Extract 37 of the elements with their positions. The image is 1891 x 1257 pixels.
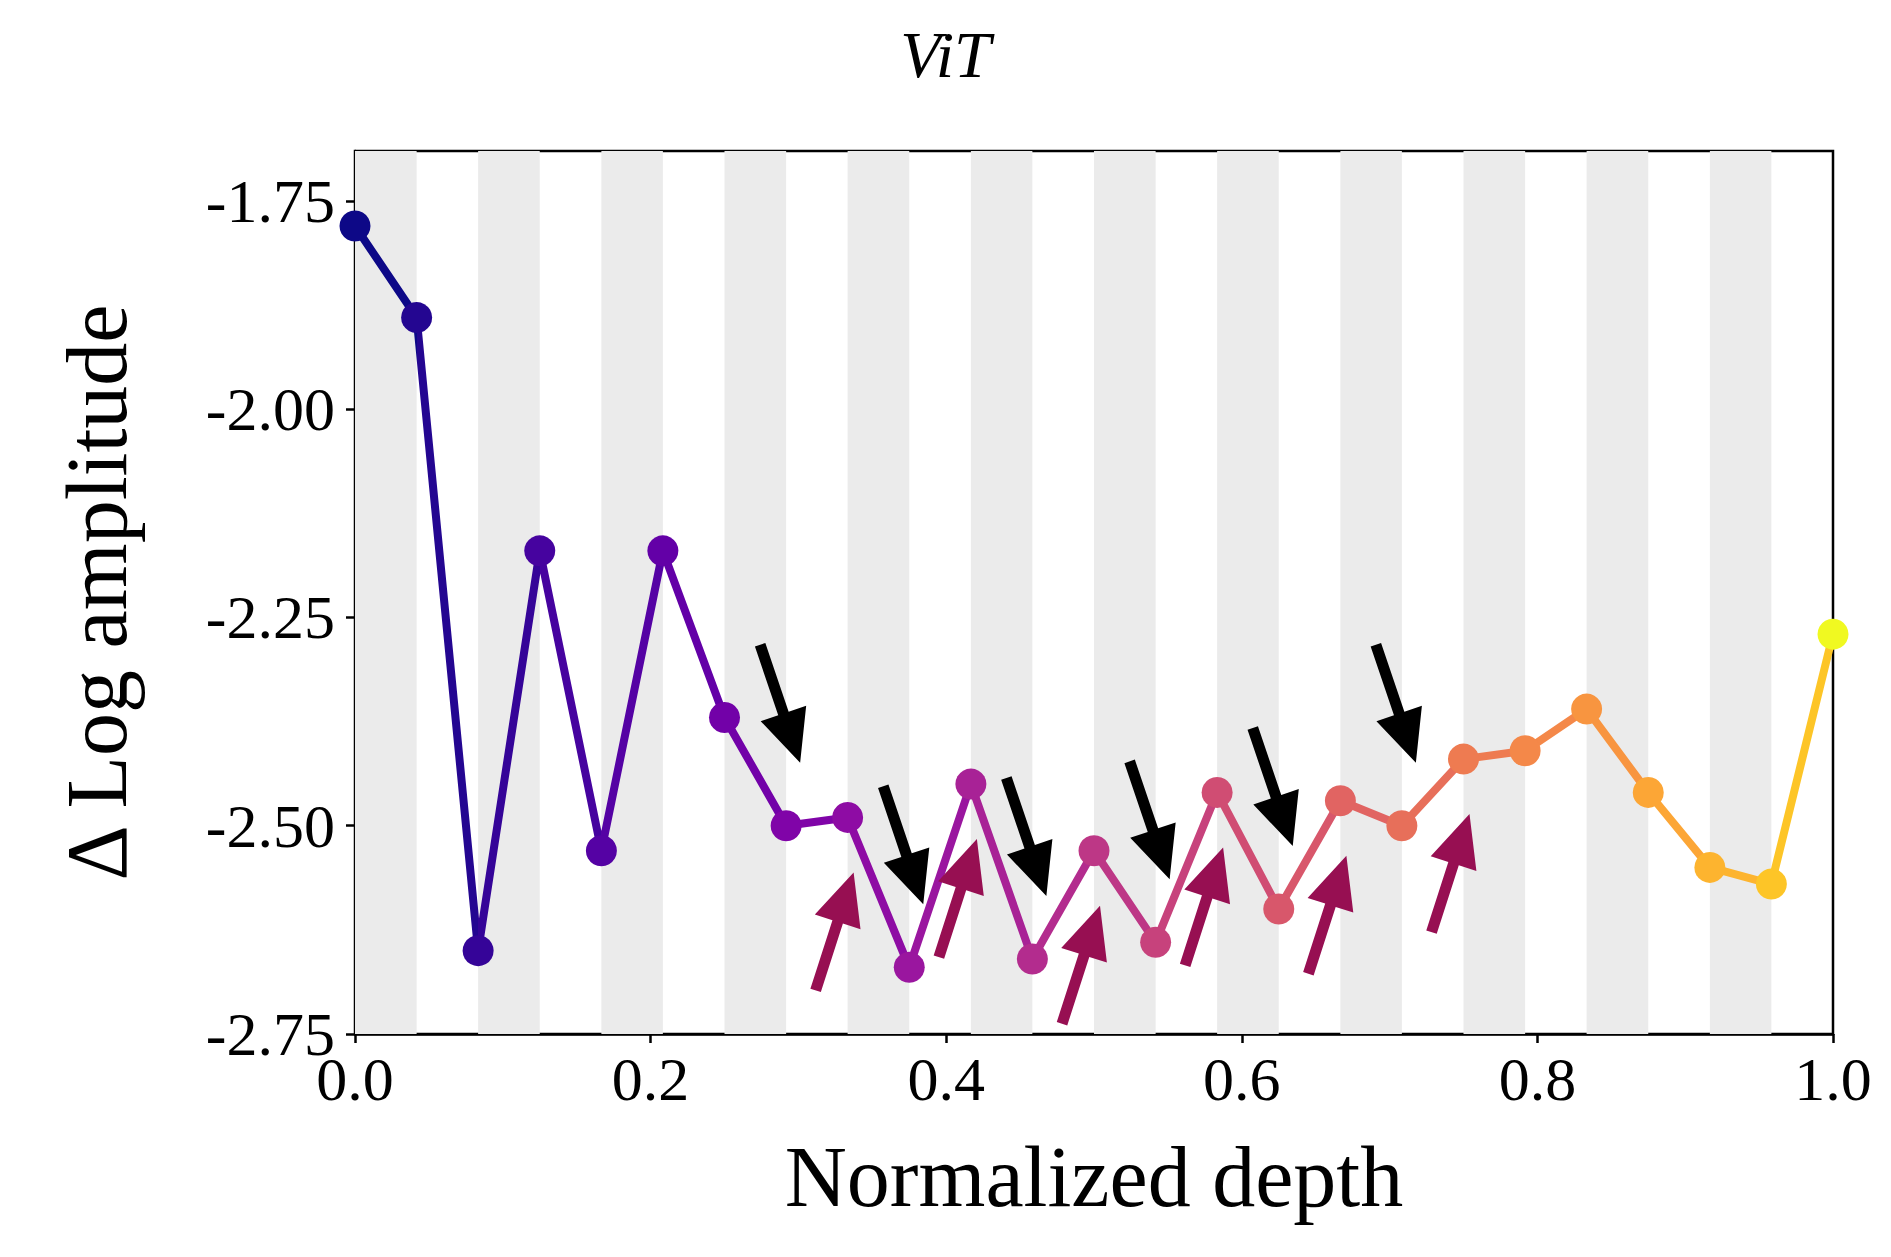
point	[524, 535, 556, 567]
point	[1263, 893, 1295, 925]
point	[585, 835, 617, 867]
point	[1078, 835, 1110, 867]
point	[1817, 618, 1849, 650]
y-tick-label: -2.00	[205, 375, 335, 444]
point	[1016, 943, 1048, 975]
point	[1386, 810, 1418, 842]
point	[1632, 776, 1664, 808]
point	[832, 801, 864, 833]
point	[770, 810, 802, 842]
point	[339, 210, 371, 242]
x-tick-label: 0.8	[1498, 1045, 1577, 1113]
point	[647, 535, 679, 567]
y-tick-label: -2.50	[205, 791, 335, 860]
point	[1448, 743, 1479, 775]
point	[1140, 926, 1172, 958]
x-axis-title: Normalized depth	[784, 1129, 1404, 1225]
y-tick-label: -2.25	[205, 583, 335, 652]
x-tick-label: 1.0	[1794, 1045, 1872, 1113]
y-axis-title: Δ Log amplitude	[49, 304, 145, 881]
y-tick-label: -1.75	[205, 166, 335, 235]
point	[462, 935, 494, 967]
x-tick-label: 0.6	[1203, 1045, 1281, 1113]
point	[1509, 735, 1541, 767]
point	[1571, 693, 1603, 725]
x-tick-label: 0.2	[611, 1045, 690, 1113]
point	[955, 768, 987, 800]
point	[401, 302, 433, 334]
point	[893, 951, 925, 983]
point	[1694, 851, 1726, 883]
point	[709, 701, 740, 733]
point	[1324, 785, 1356, 817]
chart-title: ViT	[900, 17, 996, 91]
point	[1201, 776, 1233, 808]
x-tick-label: 0.4	[907, 1045, 985, 1113]
point	[1755, 868, 1787, 900]
